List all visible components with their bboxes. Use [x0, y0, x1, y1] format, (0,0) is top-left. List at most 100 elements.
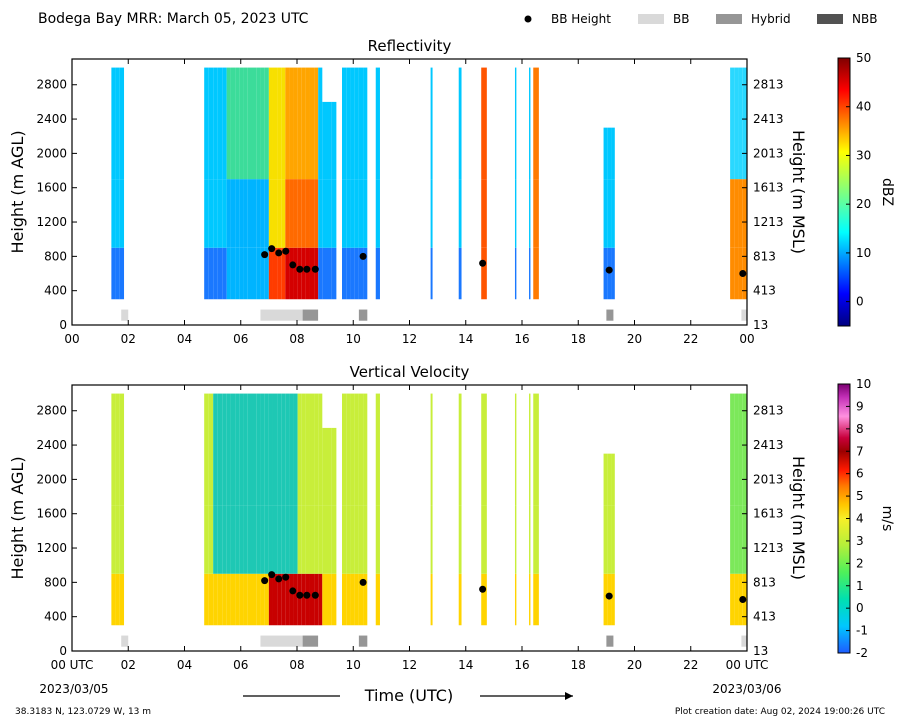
data-cell — [514, 179, 517, 248]
data-cell — [260, 505, 265, 574]
figure-title: Bodega Bay MRR: March 05, 2023 UTC — [38, 11, 309, 27]
y-tick-label: 1600 — [36, 181, 67, 195]
data-cell — [358, 247, 364, 300]
data-cell — [111, 393, 116, 506]
data-cell — [514, 393, 517, 506]
data-cell — [285, 573, 290, 626]
data-cell — [226, 67, 231, 180]
bb-height-point — [289, 587, 297, 595]
data-cell — [268, 179, 273, 248]
data-cell — [375, 179, 380, 248]
y2-tick-label: 2813 — [753, 404, 784, 418]
x-tick-label: 06 — [233, 658, 248, 672]
x-tick-label: 18 — [571, 658, 586, 672]
bb-height-point — [296, 591, 304, 599]
data-cell — [301, 393, 306, 506]
data-cell — [264, 67, 269, 180]
data-cell — [322, 101, 327, 180]
bb-type-segment — [121, 309, 129, 321]
data-cell — [342, 179, 347, 248]
data-cell — [458, 179, 462, 248]
data-cell — [119, 179, 125, 248]
data-cell — [607, 127, 612, 180]
data-cell — [252, 393, 257, 506]
data-cell — [289, 505, 294, 574]
data-cell — [204, 179, 209, 248]
data-cell — [327, 247, 332, 300]
data-cell — [314, 393, 319, 506]
x-tick-label: 02 — [121, 658, 136, 672]
data-cell — [363, 67, 368, 180]
vertical-velocity-panel: 00 UTC 02 04 06 08 10 12 14 16 18 20 22 00 UTC280024… — [8, 363, 895, 672]
data-cell — [264, 393, 269, 506]
data-cell — [514, 247, 517, 300]
data-cell — [301, 573, 306, 626]
data-cell — [327, 101, 332, 180]
data-cell — [350, 67, 355, 180]
data-cell — [314, 505, 319, 574]
data-cell — [603, 453, 608, 506]
data-cell — [235, 505, 240, 574]
data-cell — [222, 67, 227, 180]
data-cell — [363, 247, 368, 300]
data-cell — [342, 505, 347, 574]
data-cell — [217, 67, 223, 180]
data-cell — [354, 179, 359, 248]
data-cell — [252, 179, 257, 248]
data-cell — [289, 67, 294, 180]
colorbar-tick-label: 4 — [856, 512, 864, 526]
data-cell — [738, 179, 743, 248]
bb-height-point — [303, 591, 311, 599]
data-cell — [327, 427, 332, 506]
data-cell — [222, 247, 227, 300]
data-cell — [260, 573, 265, 626]
data-cell — [350, 393, 355, 506]
colorbar-tick-label: 40 — [856, 100, 871, 114]
data-cell — [350, 247, 355, 300]
x-tick-label: 08 — [289, 658, 304, 672]
location-text: 38.3183 N, 123.0729 W, 13 m — [15, 707, 151, 717]
data-cell — [247, 393, 252, 506]
data-cell — [346, 247, 351, 300]
data-cell — [260, 179, 265, 248]
data-cell — [301, 179, 306, 248]
x-tick-label: 00 — [64, 332, 79, 346]
colorbar-tick-label: 10 — [856, 246, 871, 260]
data-cell — [346, 393, 351, 506]
colorbar-tick-label: 0 — [856, 295, 864, 309]
y-tick-label: 2400 — [36, 112, 67, 126]
data-cell — [350, 573, 355, 626]
data-cell — [327, 505, 332, 574]
data-cell — [222, 179, 227, 248]
y2-tick-label: 813 — [753, 575, 776, 589]
bb-height-point — [275, 249, 283, 257]
data-cell — [243, 247, 248, 300]
data-cell — [213, 505, 218, 574]
data-cell — [204, 573, 209, 626]
data-cell — [529, 573, 531, 626]
data-cell — [111, 67, 116, 180]
data-cell — [430, 179, 433, 248]
data-cell — [247, 573, 252, 626]
data-cell — [204, 393, 209, 506]
bb-height-point — [479, 259, 487, 267]
data-cell — [204, 67, 209, 180]
data-cell — [734, 393, 739, 506]
colorbar-tick-label: 20 — [856, 197, 871, 211]
data-cell — [354, 573, 359, 626]
data-cell — [119, 505, 125, 574]
y-tick-label: 2800 — [36, 78, 67, 92]
data-cell — [375, 247, 380, 300]
bb-height-point — [605, 592, 613, 600]
data-cell — [272, 179, 278, 248]
y2-axis-label: Height (m MSL) — [789, 130, 808, 254]
data-cell — [358, 573, 364, 626]
data-cell — [734, 505, 739, 574]
x-tick-label: 22 — [683, 658, 698, 672]
data-cell — [235, 179, 240, 248]
colorbar-tick-label: 30 — [856, 148, 871, 162]
bb-height-point — [275, 575, 283, 583]
data-cell — [119, 573, 125, 626]
data-cell — [358, 179, 364, 248]
panel-title: Vertical Velocity — [350, 363, 470, 381]
